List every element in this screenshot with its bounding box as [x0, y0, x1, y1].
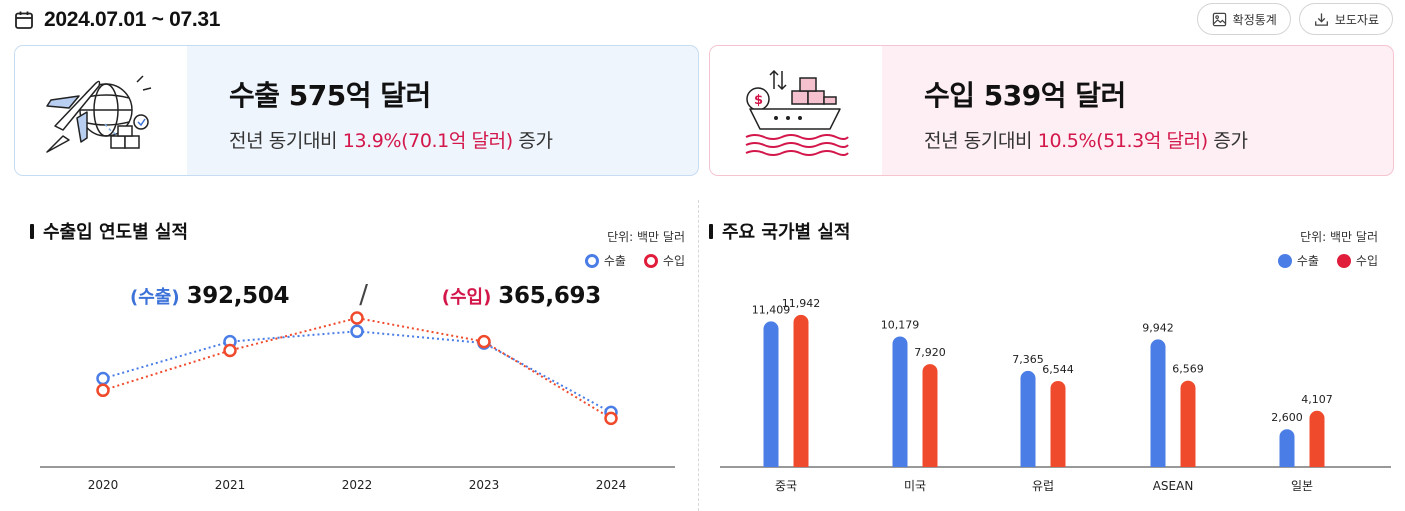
import-amount: 수입 539억 달러 [924, 79, 1126, 112]
point-import-2023 [477, 334, 491, 349]
series-line-import [102, 317, 612, 420]
yearly-legend: 수출 수입 [584, 252, 685, 269]
category-label: 일본 [1291, 479, 1313, 493]
export-summary-card: 수출 575억 달러 전년 동기대비 13.9%(70.1억 달러) 증가 [14, 45, 699, 176]
data-label: 6,569 [1172, 363, 1204, 376]
title-marker [709, 223, 713, 239]
confirmed-stats-label: 확정통계 [1232, 12, 1277, 27]
point-export-2021 [223, 334, 237, 349]
image-icon [1212, 12, 1226, 26]
total-import-label: (수입) [441, 287, 492, 308]
x-tick-label: 2024 [596, 478, 627, 492]
point-import-2021 [223, 343, 237, 358]
cargo-ship-icon: $ [745, 69, 849, 156]
export-dot-marker [1277, 253, 1292, 268]
series-line-export [102, 330, 612, 414]
import-illustration: $ [710, 46, 882, 175]
x-tick-label: 2022 [342, 478, 373, 492]
confirmed-stats-button[interactable]: 확정통계 [1196, 3, 1291, 35]
export-illustration [15, 46, 187, 175]
import-ring-marker [643, 253, 658, 268]
legend-item-import: 수입 [1336, 252, 1378, 269]
total-export-value: 392,504 [186, 283, 290, 309]
calendar-icon [15, 11, 33, 29]
category-label: 미국 [904, 479, 926, 493]
bar-export-미국 [892, 336, 908, 467]
country-section-title: 주요 국가별 실적 [709, 218, 850, 244]
header-buttons: 확정통계 보도자료 [1196, 3, 1393, 35]
data-label: 7,365 [1012, 353, 1044, 366]
data-label: 9,942 [1142, 321, 1174, 334]
period-display: 2024.07.01 ~ 07.31 [14, 6, 220, 34]
airplane-globe-icon [46, 74, 152, 153]
bar-export-유럽 [1020, 370, 1036, 467]
section-divider [698, 200, 699, 511]
bar-import-일본 [1309, 410, 1325, 467]
yearly-totals: (수출) 392,504 / (수입) 365,693 [130, 280, 601, 310]
import-yoy-value: 10.5%(51.3억 달러) [1037, 130, 1208, 152]
total-import-value: 365,693 [498, 283, 601, 309]
bar-import-ASEAN [1180, 380, 1196, 467]
totals-separator: / [359, 280, 368, 310]
yearly-unit-label: 단위: 백만 달러 [607, 230, 685, 244]
data-label: 11,942 [782, 297, 821, 310]
x-tick-label: 2023 [469, 478, 500, 492]
bar-export-ASEAN [1150, 339, 1166, 467]
x-tick-label: 2021 [215, 478, 246, 492]
data-label: 7,920 [914, 346, 946, 359]
title-marker [30, 223, 34, 239]
point-export-2023 [477, 336, 491, 350]
data-label: 10,179 [881, 318, 920, 331]
period-text: 2024.07.01 ~ 07.31 [44, 8, 221, 31]
export-amount: 수출 575억 달러 [229, 79, 431, 112]
download-icon [1314, 12, 1328, 26]
export-yoy-value: 13.9%(70.1억 달러) [342, 130, 513, 152]
legend-item-export: 수출 [1277, 252, 1319, 269]
country-unit-label: 단위: 백만 달러 [1300, 230, 1378, 244]
bar-export-중국 [763, 321, 779, 467]
category-label: 유럽 [1032, 479, 1054, 493]
data-label: 2,600 [1271, 411, 1303, 424]
category-label: 중국 [775, 479, 797, 493]
point-export-2024 [604, 405, 618, 420]
point-export-2020 [96, 371, 110, 386]
bar-export-일본 [1279, 429, 1295, 467]
legend-item-export: 수출 [584, 252, 626, 269]
import-dot-marker [1336, 253, 1351, 268]
bar-import-중국 [793, 314, 809, 467]
press-release-label: 보도자료 [1334, 12, 1379, 27]
export-ring-marker [584, 253, 599, 268]
point-import-2024 [604, 411, 618, 426]
point-import-2020 [96, 383, 110, 398]
country-legend: 수출 수입 [1277, 252, 1378, 269]
data-label: 6,544 [1042, 363, 1074, 376]
bar-import-미국 [922, 364, 938, 467]
x-tick-label: 2020 [88, 478, 119, 492]
point-export-2022 [350, 324, 364, 339]
data-label: 4,107 [1301, 393, 1333, 406]
import-summary-card: $ 수입 539억 달러 전년 동기대비 10.5%(51.3억 달러) 증가 [709, 45, 1394, 176]
point-import-2022 [350, 311, 364, 325]
category-label: ASEAN [1153, 479, 1194, 493]
import-yoy: 전년 동기대비 10.5%(51.3억 달러) 증가 [924, 130, 1248, 152]
svg-text:$: $ [754, 93, 763, 108]
legend-item-import: 수입 [643, 252, 685, 269]
yearly-section-title: 수출입 연도별 실적 [30, 218, 188, 244]
press-release-button[interactable]: 보도자료 [1298, 3, 1393, 35]
bar-import-유럽 [1050, 380, 1066, 467]
export-yoy: 전년 동기대비 13.9%(70.1억 달러) 증가 [229, 130, 553, 152]
total-export-label: (수출) [130, 287, 180, 308]
data-label: 11,409 [752, 303, 791, 316]
